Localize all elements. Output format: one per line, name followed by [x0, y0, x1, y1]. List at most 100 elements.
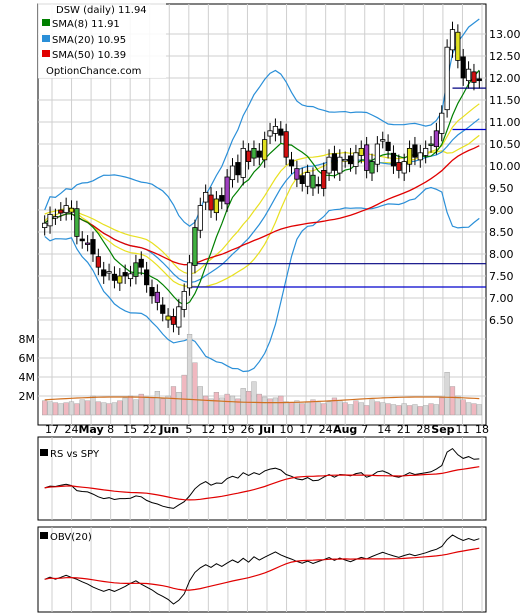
x-tick-label: 12: [201, 423, 215, 436]
volume-bar: [68, 401, 75, 416]
candle-body: [428, 143, 434, 146]
obv-ma-line: [44, 547, 480, 591]
rs-panel-label: RS vs SPY: [50, 449, 100, 460]
candle-body: [321, 169, 327, 189]
candle-body: [396, 162, 402, 171]
candle-body: [181, 290, 187, 310]
volume-bar: [101, 402, 107, 416]
volume-bar: [390, 404, 397, 416]
rs-ma-line: [44, 466, 480, 501]
x-tick-label: 14: [377, 423, 391, 436]
price-tick-label: 11.50: [489, 94, 521, 107]
volume-bar: [272, 397, 279, 416]
candle-body: [449, 29, 456, 51]
candle-body: [170, 316, 177, 325]
price-tick-label: 9.00: [489, 204, 514, 217]
candle-body: [433, 130, 439, 148]
volume-bar: [79, 399, 85, 416]
candle-body: [52, 216, 59, 219]
candle-body: [272, 126, 279, 134]
volume-bar: [428, 403, 434, 416]
candle-body: [299, 175, 305, 184]
candle-body: [305, 172, 311, 187]
obv-panel-label: OBV(20): [50, 532, 92, 543]
candle-body: [369, 161, 375, 174]
x-tick-label: 28: [416, 423, 430, 436]
volume-bar: [229, 395, 236, 416]
price-tick-label: 10.00: [489, 160, 521, 173]
candle-body: [245, 150, 252, 162]
watermark: OptionChance.com: [46, 66, 141, 77]
volume-bar: [181, 374, 187, 416]
volume-bar: [224, 393, 230, 416]
candle-body: [160, 304, 166, 314]
volume-bar: [423, 405, 429, 416]
volume-tick-label: 4M: [19, 371, 36, 384]
volume-bar: [283, 401, 289, 416]
price-tick-label: 6.50: [489, 314, 514, 327]
x-tick-label: 11: [455, 423, 469, 436]
candle-body: [47, 213, 53, 227]
candle-body: [278, 128, 284, 136]
candle-body: [229, 165, 236, 181]
candle-body: [117, 275, 123, 284]
volume-bar: [455, 395, 461, 416]
candle-body: [465, 68, 472, 82]
candle-body: [224, 176, 230, 205]
price-tick-label: 7.50: [489, 270, 514, 283]
candle-body: [95, 256, 101, 268]
volume-tick-label: 2M: [19, 390, 36, 403]
volume-bar: [85, 400, 91, 416]
candle-body: [347, 155, 354, 165]
x-tick-label: 7: [361, 423, 368, 436]
candle-body: [213, 198, 219, 214]
candle-body: [127, 273, 134, 280]
candle-body: [444, 46, 450, 111]
candle-body: [63, 205, 69, 214]
x-tick-label: 5: [185, 423, 192, 436]
volume-bar: [385, 403, 391, 416]
candle-body: [176, 306, 182, 328]
volume-bar: [192, 362, 198, 416]
price-tick-label: 11.00: [489, 116, 521, 129]
volume-bar: [278, 395, 284, 416]
price-tick-label: 9.50: [489, 182, 514, 195]
x-tick-label: 21: [397, 423, 411, 436]
candle-body: [374, 143, 380, 165]
volume-tick-label: 8M: [19, 333, 36, 346]
candle-body: [353, 152, 359, 167]
volume-bar: [160, 398, 166, 416]
candle-body: [476, 78, 482, 82]
legend-label-sma20: SMA(20) 10.95: [52, 35, 126, 46]
candle-body: [133, 262, 139, 277]
bollinger-upper-line: [44, 18, 480, 227]
grid-lines: [37, 3, 487, 613]
volume-bar: [165, 395, 171, 416]
candle-body: [58, 209, 64, 214]
candle-body: [251, 147, 257, 159]
volume-bar: [396, 405, 402, 416]
volume-bar: [245, 391, 252, 416]
price-tick-label: 13.00: [489, 28, 521, 41]
volume-bar: [117, 400, 123, 416]
x-tick-label: 17: [299, 423, 313, 436]
candle-body: [385, 141, 391, 152]
volume-bar: [331, 397, 338, 416]
x-tick-label: Jul: [258, 423, 275, 436]
volume-bar: [251, 381, 257, 416]
candle-body: [364, 144, 370, 171]
volume-bar: [444, 372, 450, 416]
x-tick-label: Sep: [431, 423, 454, 436]
obv-line: [44, 534, 480, 605]
chart-title: DSW (daily) 11.94: [56, 5, 147, 16]
bollinger-lower-line: [44, 186, 480, 373]
candle-body: [165, 315, 171, 321]
legend-swatch-sma50: [42, 50, 50, 57]
candle-body: [380, 139, 386, 142]
volume-bar: [449, 386, 456, 416]
volume-bar: [219, 397, 225, 416]
candle-body: [186, 262, 193, 289]
x-tick-label: 15: [123, 423, 137, 436]
volume-bar: [294, 400, 300, 416]
